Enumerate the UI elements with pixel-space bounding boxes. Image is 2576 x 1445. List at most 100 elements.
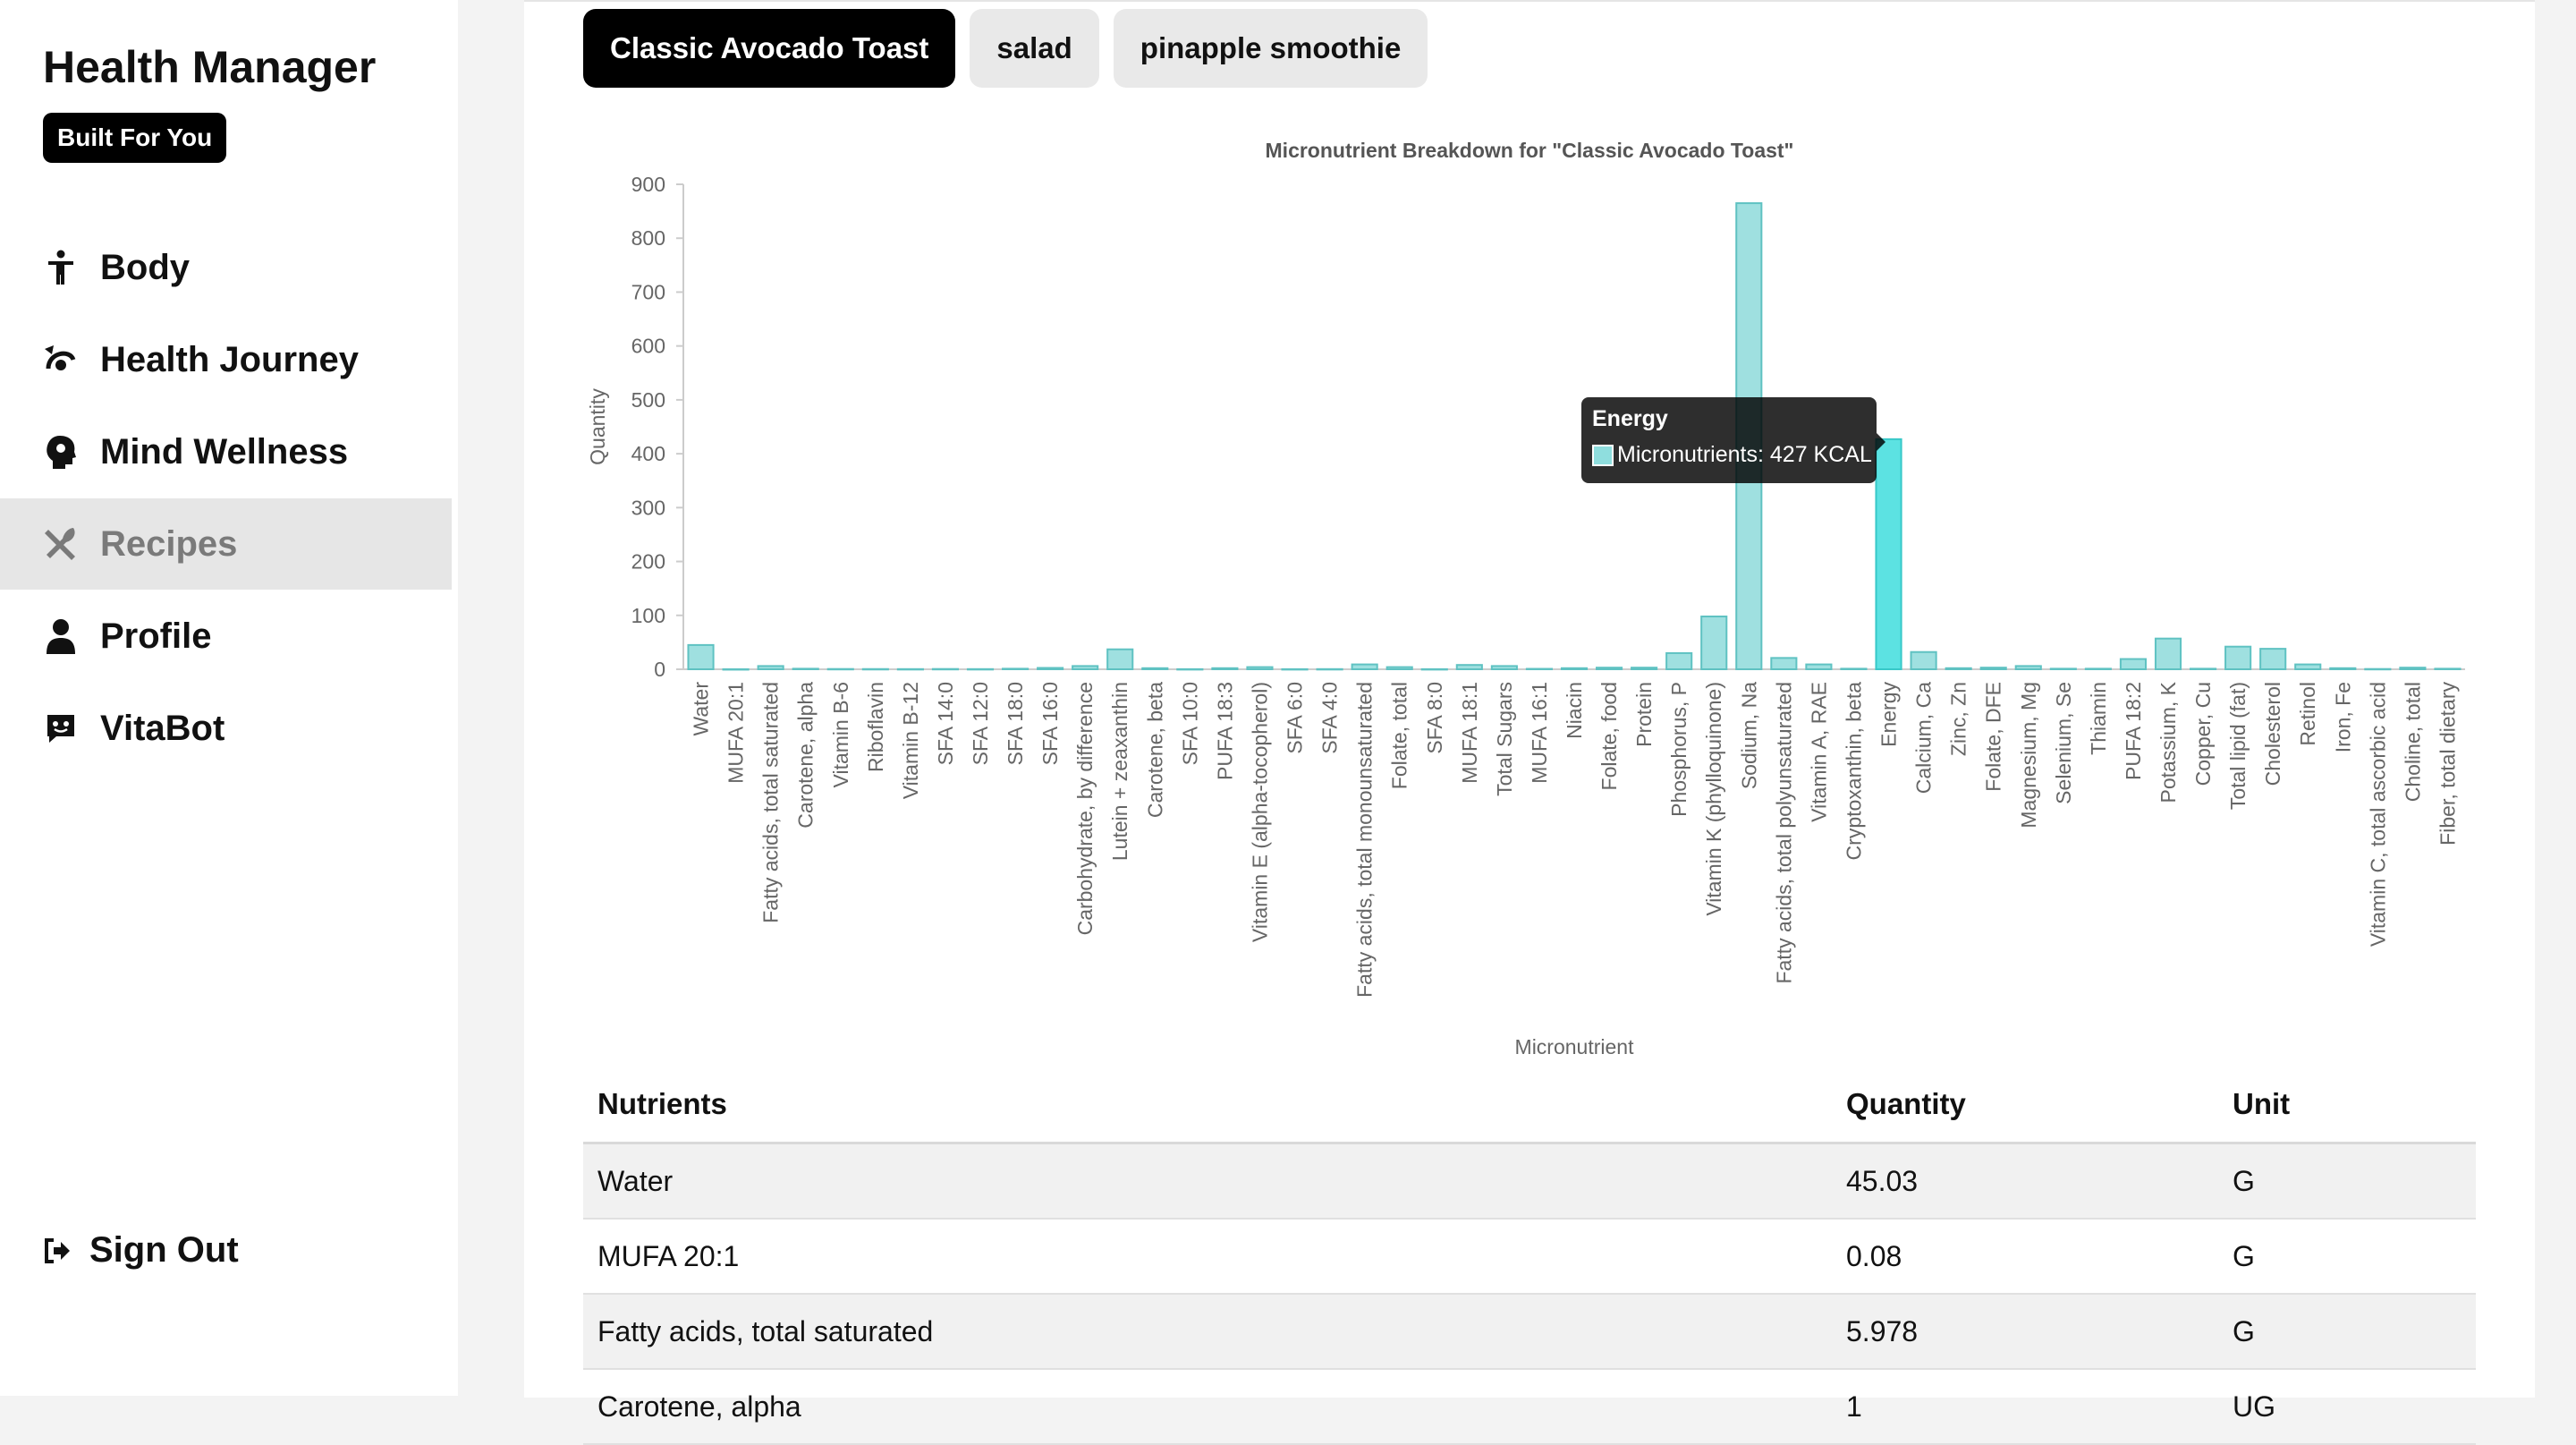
x-tick-label: Energy — [1877, 682, 1901, 747]
x-tick-label: Choline, total — [2401, 682, 2424, 802]
bar — [1037, 667, 1064, 671]
sidebar-item-label: Mind Wellness — [100, 431, 349, 472]
x-tick-label: Thiamin — [2087, 682, 2110, 755]
bar — [1665, 651, 1693, 671]
x-tick-label: Fatty acids, total saturated — [759, 682, 783, 923]
micronutrient-bar-chart: Micronutrient Breakdown for "Classic Avo… — [586, 139, 2465, 1058]
header-nutrients: Nutrients — [597, 1087, 727, 1120]
cell-nutrient: MUFA 20:1 — [597, 1239, 740, 1272]
x-tick-label: SFA 8:0 — [1423, 682, 1446, 754]
tab-salad[interactable]: salad — [970, 9, 1099, 88]
bar — [2189, 667, 2217, 670]
sign-out-button[interactable]: Sign Out — [43, 1230, 239, 1271]
journey-icon — [43, 342, 79, 378]
cell-quantity: 0.08 — [1846, 1239, 1902, 1272]
bar — [1490, 665, 1518, 670]
x-tick-label: Niacin — [1563, 682, 1586, 739]
bar — [2329, 667, 2357, 670]
bar — [1770, 657, 1798, 670]
mind-icon — [43, 434, 79, 470]
built-for-you-badge: Built For You — [43, 113, 227, 163]
bar — [1631, 667, 1658, 671]
x-tick-label: SFA 16:0 — [1038, 682, 1062, 765]
sidebar-item-body[interactable]: Body — [0, 222, 452, 313]
bar — [1945, 667, 1972, 670]
x-tick-label: SFA 4:0 — [1318, 682, 1342, 754]
cell-quantity: 1 — [1846, 1390, 1862, 1423]
x-tick-label: PUFA 18:3 — [1213, 682, 1236, 780]
x-axis-label: Micronutrient — [1515, 1035, 1635, 1058]
tooltip-row: Micronutrients: 427 KCAL — [1592, 442, 1872, 468]
user-icon — [43, 618, 79, 654]
bar — [1106, 648, 1134, 670]
sidebar-item-label: Body — [100, 247, 190, 287]
x-tick-label: Vitamin C, total ascorbic acid — [2366, 682, 2389, 947]
y-tick-label: 0 — [654, 658, 665, 681]
bar — [1385, 666, 1413, 671]
sidebar-item-label: Recipes — [100, 523, 238, 564]
bar — [826, 667, 854, 671]
sidebar-item-recipes[interactable]: Recipes — [0, 498, 452, 590]
x-tick-label: Zinc, Zn — [1947, 682, 1970, 756]
header-quantity: Quantity — [1846, 1087, 1966, 1120]
sidebar-item-vitabot[interactable]: VitaBot — [0, 683, 452, 774]
cell-unit: G — [2233, 1164, 2255, 1197]
bar — [687, 643, 715, 671]
x-tick-label: MUFA 18:1 — [1458, 682, 1481, 784]
x-tick-label: Sodium, Na — [1737, 682, 1760, 789]
recipe-tabs: Classic Avocado Toast salad pinapple smo… — [583, 9, 1428, 88]
y-tick-label: 600 — [631, 335, 665, 358]
x-tick-label: Vitamin E (alpha-tocopherol) — [1248, 682, 1271, 942]
bar — [1176, 667, 1204, 671]
bar — [1246, 666, 1274, 671]
y-tick-label: 100 — [631, 604, 665, 627]
tooltip-arrow — [1877, 433, 1885, 451]
table-header-row: Nutrients Quantity Unit — [583, 1067, 2476, 1144]
sidebar-item-health-journey[interactable]: Health Journey — [0, 314, 452, 405]
y-axis-label: Quantity — [586, 388, 609, 465]
x-tick-label: Fatty acids, total polyunsaturated — [1772, 682, 1795, 984]
tab-classic-avocado-toast[interactable]: Classic Avocado Toast — [583, 9, 956, 88]
bar — [1281, 667, 1309, 671]
main-content: Classic Avocado Toast salad pinapple smo… — [524, 0, 2535, 1445]
cell-quantity: 5.978 — [1846, 1314, 1919, 1347]
cell-nutrient: Fatty acids, total saturated — [597, 1314, 934, 1347]
bar — [2014, 665, 2042, 670]
bar — [2084, 667, 2112, 670]
bar — [1001, 667, 1030, 670]
tab-pinapple-smoothie[interactable]: pinapple smoothie — [1113, 9, 1428, 88]
bar — [2259, 648, 2287, 670]
cell-unit: UG — [2233, 1390, 2275, 1423]
bar — [1560, 667, 1589, 670]
x-tick-label: Iron, Fe — [2331, 682, 2354, 752]
bar — [2224, 645, 2252, 670]
x-tick-label: Riboflavin — [864, 682, 887, 772]
bar — [1316, 667, 1343, 671]
x-tick-label: SFA 18:0 — [1004, 682, 1027, 765]
cell-unit: G — [2233, 1314, 2255, 1347]
bar — [722, 667, 750, 671]
bar — [896, 667, 924, 671]
bar — [2154, 637, 2182, 671]
bar — [1979, 667, 2007, 671]
x-tick-label: Folate, total — [1388, 682, 1411, 789]
sidebar-item-label: Health Journey — [100, 339, 359, 379]
header-unit: Unit — [2233, 1087, 2291, 1120]
nutrients-table: Nutrients Quantity Unit Water 45.03 G MU… — [583, 1067, 2476, 1445]
sidebar-item-profile[interactable]: Profile — [0, 591, 452, 682]
chart-title: Micronutrient Breakdown for "Classic Avo… — [1266, 139, 1794, 162]
x-tick-label: Cholesterol — [2261, 682, 2284, 786]
utensils-icon — [43, 526, 79, 562]
x-tick-label: Vitamin A, RAE — [1807, 682, 1830, 822]
sidebar-item-label: Profile — [100, 616, 212, 656]
sidebar-item-mind-wellness[interactable]: Mind Wellness — [0, 406, 452, 497]
tooltip-swatch — [1592, 444, 1614, 466]
bar — [966, 667, 995, 671]
x-tick-label: MUFA 20:1 — [724, 682, 748, 784]
sign-out-label: Sign Out — [89, 1230, 239, 1270]
x-tick-label: Vitamin B-6 — [829, 682, 852, 787]
cell-nutrient: Carotene, alpha — [597, 1390, 801, 1423]
x-tick-label: SFA 12:0 — [969, 682, 992, 765]
bar — [1595, 667, 1623, 671]
bar — [2434, 667, 2462, 670]
